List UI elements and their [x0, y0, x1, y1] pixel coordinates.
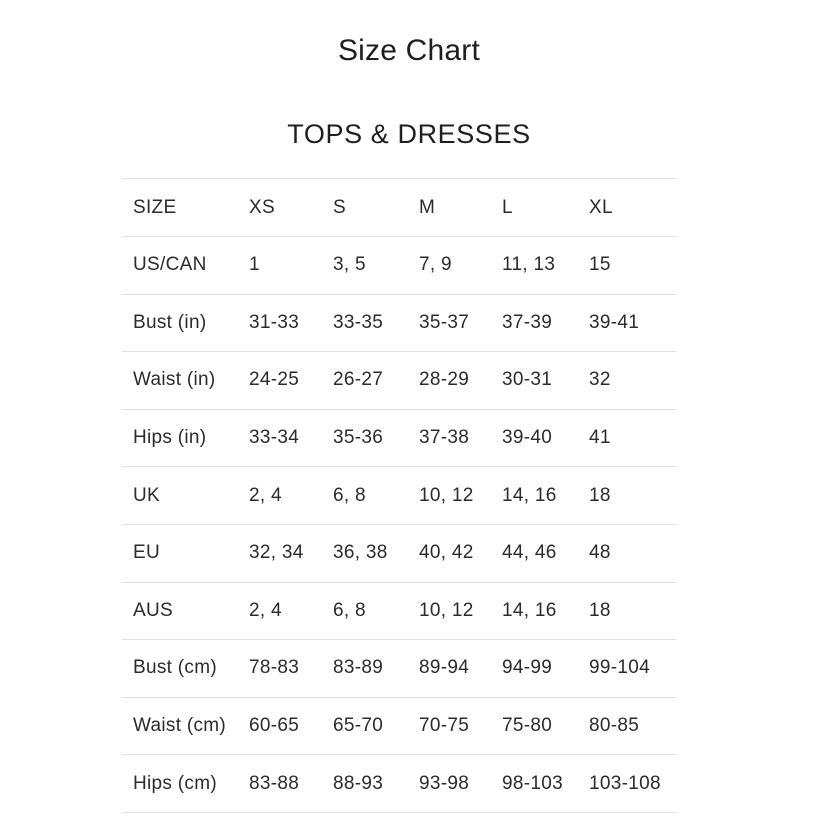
size-cell: 26-27	[322, 351, 408, 410]
size-cell: 7, 9	[408, 235, 491, 295]
size-cell: 6, 8	[322, 466, 408, 525]
size-cell: 35-36	[322, 408, 408, 467]
table-row: US/CAN 1 3, 5 7, 9 11, 13 15	[122, 235, 676, 295]
size-cell: 75-80	[491, 696, 578, 755]
header-cell-xl: XL	[578, 178, 676, 237]
size-cell: 10, 12	[408, 581, 491, 640]
size-cell: 39-41	[578, 293, 676, 352]
table-row: Waist (cm) 60-65 65-70 70-75 75-80 80-85	[122, 696, 676, 755]
size-cell: 3, 5	[322, 235, 408, 295]
table-row: UK 2, 4 6, 8 10, 12 14, 16 18	[122, 466, 676, 525]
size-cell: 11, 13	[491, 235, 578, 295]
row-label: Hips (in)	[122, 408, 238, 467]
size-cell: 10, 12	[408, 466, 491, 525]
table-row: Waist (in) 24-25 26-27 28-29 30-31 32	[122, 351, 676, 410]
size-cell: 33-34	[238, 408, 322, 467]
header-cell-size: SIZE	[122, 178, 238, 237]
size-cell: 18	[578, 466, 676, 525]
page-title: Size Chart	[337, 34, 481, 67]
size-cell: 103-108	[578, 754, 676, 813]
size-cell: 88-93	[322, 754, 408, 813]
row-label: US/CAN	[122, 235, 238, 295]
size-cell: 93-98	[408, 754, 491, 813]
table-row: Hips (in) 33-34 35-36 37-38 39-40 41	[122, 408, 676, 467]
size-cell: 99-104	[578, 639, 676, 698]
size-cell: 70-75	[408, 696, 491, 755]
size-cell: 31-33	[238, 293, 322, 352]
size-cell: 6, 8	[322, 581, 408, 640]
header-cell-l: L	[491, 178, 578, 237]
size-cell: 28-29	[408, 351, 491, 410]
size-cell: 98-103	[491, 754, 578, 813]
table-row: EU 32, 34 36, 38 40, 42 44, 46 48	[122, 523, 676, 583]
size-cell: 65-70	[322, 696, 408, 755]
size-cell: 80-85	[578, 696, 676, 755]
header-cell-m: M	[408, 178, 491, 237]
size-cell: 83-89	[322, 639, 408, 698]
row-label: EU	[122, 523, 238, 583]
size-cell: 32, 34	[238, 523, 322, 583]
size-cell: 24-25	[238, 351, 322, 410]
size-cell: 2, 4	[238, 581, 322, 640]
size-cell: 32	[578, 351, 676, 410]
size-cell: 40, 42	[408, 523, 491, 583]
size-cell: 60-65	[238, 696, 322, 755]
size-cell: 37-39	[491, 293, 578, 352]
size-cell: 14, 16	[491, 581, 578, 640]
row-label: AUS	[122, 581, 238, 640]
row-label: Bust (cm)	[122, 639, 238, 698]
size-cell: 14, 16	[491, 466, 578, 525]
size-cell: 18	[578, 581, 676, 640]
size-cell: 94-99	[491, 639, 578, 698]
table-row: Hips (cm) 83-88 88-93 93-98 98-103 103-1…	[122, 754, 676, 813]
size-cell: 33-35	[322, 293, 408, 352]
size-cell: 37-38	[408, 408, 491, 467]
size-cell: 44, 46	[491, 523, 578, 583]
row-label: Bust (in)	[122, 293, 238, 352]
size-cell: 15	[578, 235, 676, 295]
row-label: Hips (cm)	[122, 754, 238, 813]
size-cell: 41	[578, 408, 676, 467]
size-cell: 30-31	[491, 351, 578, 410]
row-label: Waist (in)	[122, 351, 238, 410]
row-label: Waist (cm)	[122, 696, 238, 755]
size-cell: 83-88	[238, 754, 322, 813]
header-cell-xs: XS	[238, 178, 322, 237]
table-row: AUS 2, 4 6, 8 10, 12 14, 16 18	[122, 581, 676, 640]
table-row: Bust (in) 31-33 33-35 35-37 37-39 39-41	[122, 293, 676, 352]
size-cell: 39-40	[491, 408, 578, 467]
size-cell: 36, 38	[322, 523, 408, 583]
size-cell: 2, 4	[238, 466, 322, 525]
size-cell: 89-94	[408, 639, 491, 698]
size-cell: 35-37	[408, 293, 491, 352]
table-row: Bust (cm) 78-83 83-89 89-94 94-99 99-104	[122, 639, 676, 698]
size-cell: 78-83	[238, 639, 322, 698]
size-chart-table: SIZE XS S M L XL US/CAN 1 3, 5 7, 9 11, …	[122, 178, 676, 813]
size-cell: 48	[578, 523, 676, 583]
header-cell-s: S	[322, 178, 408, 237]
section-title-tops-dresses: TOPS & DRESSES	[287, 119, 531, 149]
size-cell: 1	[238, 235, 322, 295]
row-label: UK	[122, 466, 238, 525]
table-header-row: SIZE XS S M L XL	[122, 178, 676, 237]
